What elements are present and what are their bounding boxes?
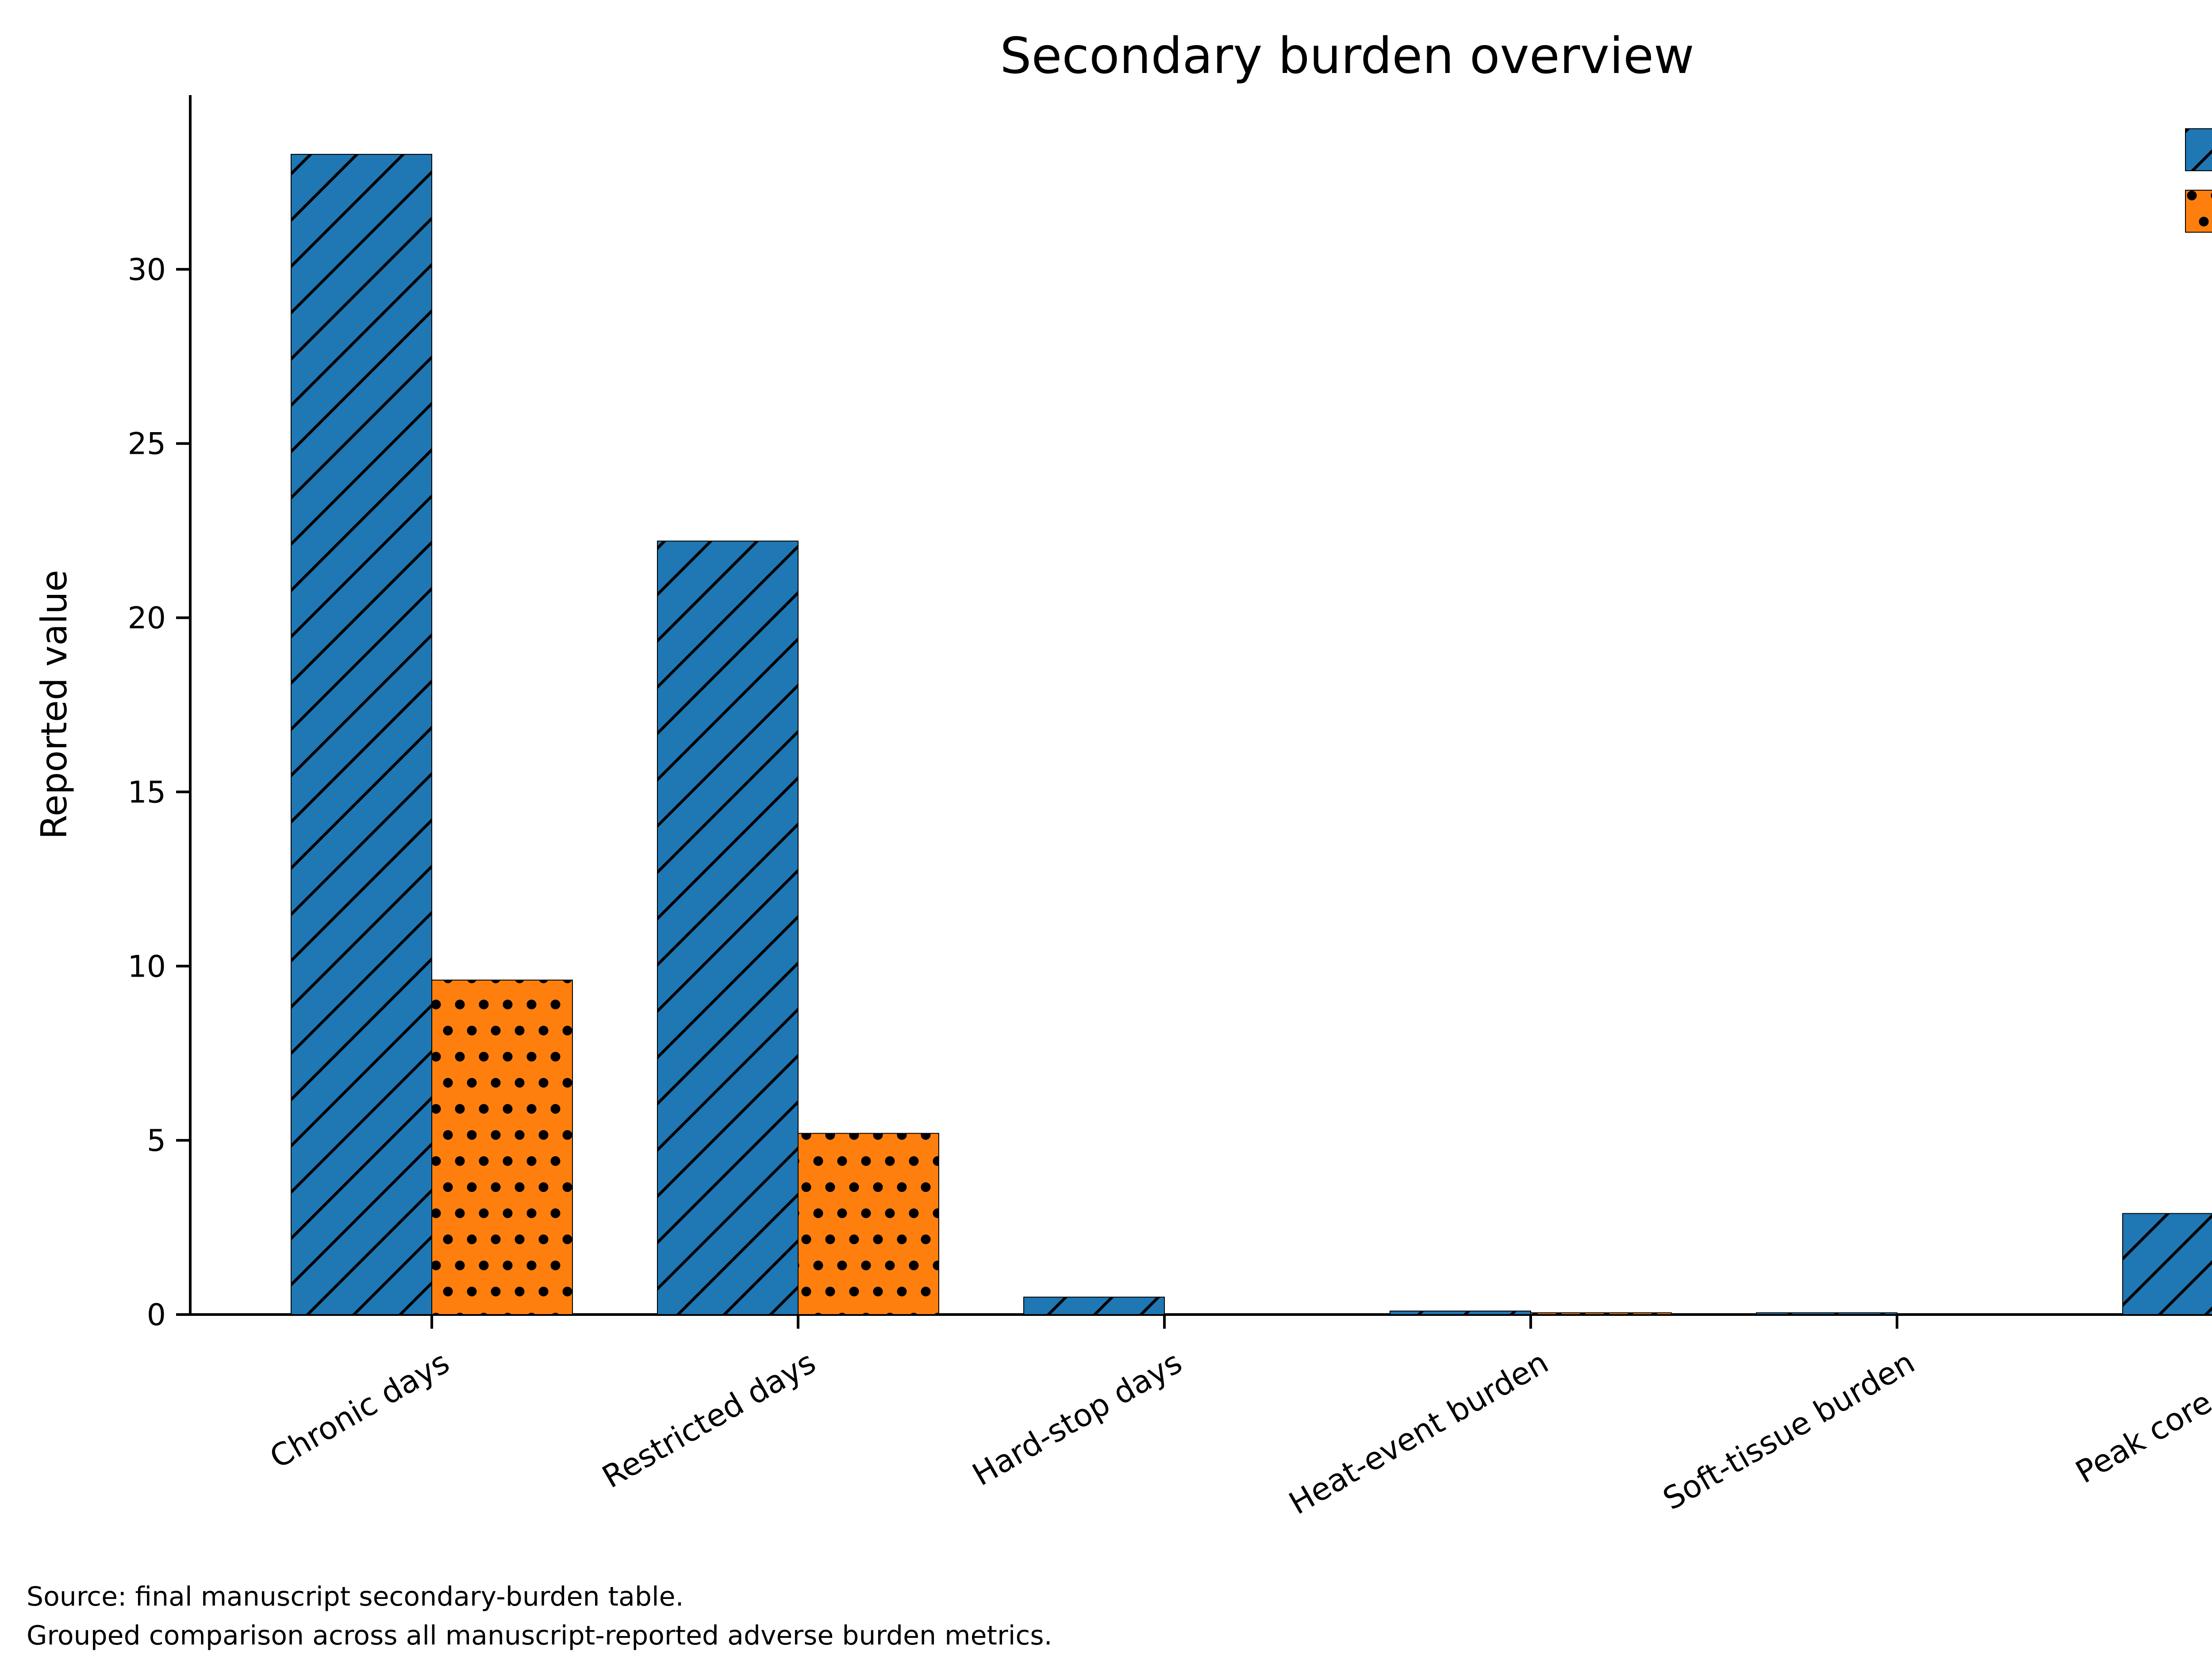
y-axis-label: Reported value	[34, 570, 75, 839]
legend-swatch-industry	[2185, 190, 2212, 233]
y-tick-label: 15	[127, 775, 166, 810]
y-tick-label: 0	[147, 1298, 166, 1333]
y-tick-label: 10	[127, 949, 166, 984]
x-tick-label: Heat-event burden	[1283, 1344, 1555, 1522]
x-tick-label: Hard-stop days	[966, 1344, 1188, 1493]
legend: SSI Industry	[2185, 128, 2212, 233]
bar-ssi-4	[1390, 1311, 1531, 1315]
bar-ssi-2	[657, 540, 799, 1315]
bar-ssi-3	[1023, 1296, 1165, 1315]
x-tick-label: Soft-tissue burden	[1657, 1344, 1920, 1518]
bar-ssi-6	[2122, 1213, 2212, 1315]
x-tick-label: Chronic days	[264, 1344, 455, 1476]
y-tick-label: 25	[127, 427, 166, 462]
chart-title: Secondary burden overview	[1000, 27, 1694, 85]
bar-ssi-5	[1756, 1312, 1897, 1315]
bar-industry-4	[1530, 1312, 1672, 1315]
bar-ssi-1	[291, 153, 432, 1315]
y-tick-label: 30	[127, 253, 166, 288]
y-tick-label: 20	[127, 601, 166, 636]
plot-area: 0 5 10 15 20 25 30 Chronic days Restricted days H…	[127, 95, 2212, 1522]
footnote-line-2: Grouped comparison across all manuscript…	[27, 1620, 1052, 1651]
bar-industry-2	[798, 1133, 939, 1315]
legend-swatch-ssi	[2185, 128, 2212, 171]
bar-industry-1	[431, 979, 573, 1315]
footnote-line-1: Source: final manuscript secondary-burde…	[27, 1581, 684, 1612]
y-tick-label: 5	[147, 1123, 166, 1158]
x-tick-label: Peak core heat	[2070, 1344, 2212, 1491]
x-tick-label: Restricted days	[596, 1344, 822, 1495]
